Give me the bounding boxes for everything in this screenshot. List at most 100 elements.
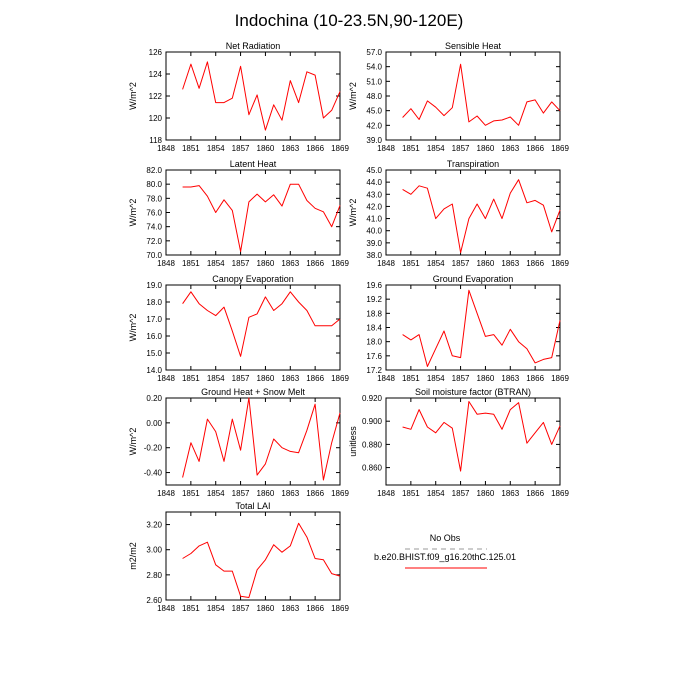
y-tick-label: 42.0 <box>366 121 382 130</box>
x-tick-label: 1866 <box>306 144 324 153</box>
x-tick-label: 1863 <box>501 374 519 383</box>
y-tick-label: 19.6 <box>366 281 382 290</box>
x-tick-label: 1851 <box>402 144 420 153</box>
panel-6: Ground Evaporation 1848 1851 1854 1857 1860 18… <box>366 274 569 383</box>
figure-title: Indochina (10-23.5N,90-120E) <box>235 11 464 30</box>
y-tick-label: 15.0 <box>146 349 162 358</box>
x-tick-label: 1860 <box>257 489 275 498</box>
x-tick-label: 1851 <box>182 144 200 153</box>
x-tick-label: 1857 <box>452 489 470 498</box>
x-tick-label: 1857 <box>452 144 470 153</box>
y-axis-label: W/m^2 <box>348 199 358 227</box>
series-line-1 <box>402 179 561 254</box>
x-tick-label: 1851 <box>182 259 200 268</box>
x-tick-label: 1851 <box>402 374 420 383</box>
panel-4: Transpiration W/m^2 1848 1851 1854 1857 1860 18… <box>348 159 569 268</box>
y-tick-label: 45.0 <box>366 107 382 116</box>
x-tick-label: 1848 <box>157 259 175 268</box>
x-tick-label: 1851 <box>402 489 420 498</box>
y-tick-label: 16.0 <box>146 332 162 341</box>
x-tick-label: 1857 <box>232 374 250 383</box>
x-tick-label: 1860 <box>257 259 275 268</box>
plot-frame <box>385 284 561 371</box>
y-tick-label: 38.0 <box>366 251 382 260</box>
series-line-1 <box>402 401 561 472</box>
y-tick-label: 57.0 <box>366 48 382 57</box>
x-tick-label: 1860 <box>477 374 495 383</box>
x-tick-label: 1860 <box>477 489 495 498</box>
x-tick-label: 1848 <box>157 374 175 383</box>
x-tick-label: 1851 <box>182 489 200 498</box>
series-line-1 <box>182 291 341 357</box>
x-tick-label: 1860 <box>257 604 275 613</box>
plot-frame <box>165 51 341 141</box>
y-axis-label: W/m^2 <box>128 82 138 110</box>
series-line-1 <box>182 397 341 481</box>
x-tick-label: 1863 <box>281 144 299 153</box>
panel-title: Transpiration <box>447 159 499 169</box>
x-tick-label: 1857 <box>452 374 470 383</box>
x-tick-label: 1851 <box>182 374 200 383</box>
x-tick-label: 1857 <box>232 604 250 613</box>
panel-grid: Net Radiation W/m^2 1848 1851 1854 1857 1860 18… <box>128 41 569 613</box>
y-tick-label: 0.00 <box>146 419 162 428</box>
x-tick-label: 1869 <box>551 489 569 498</box>
plot-frame <box>165 397 341 486</box>
x-tick-label: 1860 <box>477 144 495 153</box>
y-tick-label: 41.0 <box>366 215 382 224</box>
y-tick-label: 14.0 <box>146 366 162 375</box>
x-tick-label: 1869 <box>331 489 349 498</box>
y-tick-label: 39.0 <box>366 136 382 145</box>
x-tick-label: 1866 <box>526 489 544 498</box>
x-tick-label: 1863 <box>501 259 519 268</box>
panel-2: Sensible Heat W/m^2 1848 1851 1854 1857 1860 18… <box>348 41 569 153</box>
x-tick-label: 1863 <box>501 144 519 153</box>
y-tick-label: -0.20 <box>144 444 163 453</box>
panel-title: Ground Heat + Snow Melt <box>201 387 305 397</box>
panel-title: Canopy Evaporation <box>212 274 294 284</box>
x-tick-label: 1863 <box>501 489 519 498</box>
panel-5: Canopy Evaporation W/m^2 1848 1851 1854 1857 1… <box>128 274 349 383</box>
x-tick-label: 1848 <box>157 489 175 498</box>
x-tick-label: 1857 <box>232 144 250 153</box>
x-tick-label: 1869 <box>551 144 569 153</box>
y-axis-label: m2/m2 <box>128 542 138 570</box>
panel-title: Sensible Heat <box>445 41 502 51</box>
y-tick-label: 72.0 <box>146 237 162 246</box>
plot-frame <box>385 51 561 141</box>
y-tick-label: 74.0 <box>146 223 162 232</box>
panel-8: Soil moisture factor (BTRAN) unitless 1848… <box>348 387 569 498</box>
legend: No Obs b.e20.BHIST.f09_g16.20thC.125.01 <box>374 533 516 569</box>
legend-entry-no-obs-label: No Obs <box>430 533 461 543</box>
panel-7: Ground Heat + Snow Melt W/m^2 1848 1851 1854… <box>128 387 349 498</box>
x-tick-label: 1869 <box>331 604 349 613</box>
y-tick-label: 78.0 <box>146 194 162 203</box>
y-axis-label: W/m^2 <box>128 314 138 342</box>
y-tick-label: 0.20 <box>146 394 162 403</box>
y-tick-label: 126 <box>149 48 163 57</box>
y-tick-label: 48.0 <box>366 92 382 101</box>
x-tick-label: 1869 <box>331 259 349 268</box>
x-tick-label: 1863 <box>281 604 299 613</box>
x-tick-label: 1863 <box>281 374 299 383</box>
x-tick-label: 1854 <box>427 374 445 383</box>
plot-frame <box>385 169 561 256</box>
x-tick-label: 1854 <box>207 144 225 153</box>
y-axis-label: unitless <box>348 426 358 457</box>
x-tick-label: 1860 <box>257 144 275 153</box>
x-tick-label: 1851 <box>402 259 420 268</box>
y-tick-label: 2.80 <box>146 571 162 580</box>
y-tick-label: 43.0 <box>366 190 382 199</box>
y-tick-label: 18.4 <box>366 324 382 333</box>
y-tick-label: 19.2 <box>366 295 382 304</box>
x-tick-label: 1848 <box>157 144 175 153</box>
x-tick-label: 1854 <box>427 259 445 268</box>
x-tick-label: 1848 <box>377 259 395 268</box>
y-tick-label: 17.6 <box>366 352 382 361</box>
y-tick-label: 0.920 <box>362 394 383 403</box>
y-tick-label: 54.0 <box>366 63 382 72</box>
panel-3: Latent Heat W/m^2 1848 1851 1854 1857 1860 1863… <box>128 159 349 268</box>
y-tick-label: 0.860 <box>362 464 383 473</box>
panel-title: Latent Heat <box>230 159 277 169</box>
plot-frame <box>165 169 341 256</box>
